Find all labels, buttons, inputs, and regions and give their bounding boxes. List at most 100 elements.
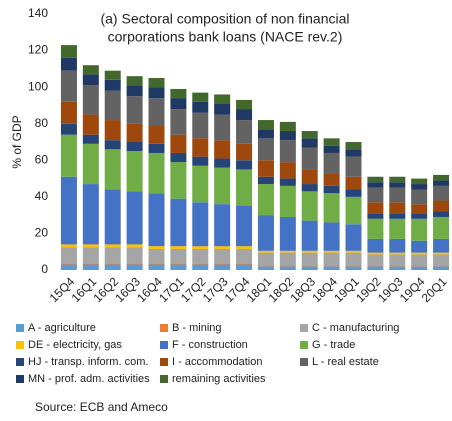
legend-swatch <box>16 324 24 332</box>
bar-segment <box>257 120 274 130</box>
bar-segment <box>192 165 209 203</box>
bar-segment <box>301 147 318 170</box>
bar-segment <box>345 176 362 190</box>
bar-segment <box>236 246 253 249</box>
bar-segment <box>301 131 318 139</box>
legend-label: L - real estate <box>312 356 379 368</box>
bar-segment <box>279 131 296 141</box>
bar-segment <box>279 162 296 179</box>
x-tick-label: 20Q1 <box>419 274 450 305</box>
bar-segment <box>60 264 77 270</box>
bar-segment <box>148 78 165 88</box>
bar-segment <box>411 213 428 219</box>
bar-segment <box>104 70 121 80</box>
bar-segment <box>323 222 340 251</box>
bar-segment <box>411 265 428 267</box>
bar-segment <box>60 45 77 58</box>
bar-segment <box>279 266 296 270</box>
bar-segment <box>214 263 231 265</box>
bar-segment <box>389 182 406 188</box>
bar-segment <box>60 134 77 177</box>
bar-segment <box>148 125 165 144</box>
bar-segment <box>148 98 165 126</box>
legend-label: C - manufacturing <box>312 322 399 334</box>
bar-segment <box>279 265 296 267</box>
bar-segment <box>170 198 187 247</box>
bar-segment <box>192 156 209 166</box>
bar-segment <box>433 266 450 270</box>
bar-segment <box>82 263 99 265</box>
legend-label: remaining activities <box>172 373 266 385</box>
bar-segment <box>345 250 362 253</box>
bar-segment <box>433 265 450 267</box>
bar-segment <box>433 185 450 201</box>
bar-segment <box>214 140 231 159</box>
bar-segment <box>433 180 450 186</box>
legend-label: B - mining <box>172 322 222 334</box>
bar-segment <box>126 151 143 192</box>
bar-segment <box>170 162 187 199</box>
bar-segment <box>389 266 406 270</box>
bar-segment <box>279 140 296 163</box>
bar-segment <box>82 244 99 248</box>
legend-label: F - construction <box>172 339 248 351</box>
legend-swatch <box>160 341 168 349</box>
bar-segment <box>192 112 209 139</box>
bar-segment <box>126 191 143 245</box>
bar-segment <box>148 87 165 99</box>
bar-segment <box>126 244 143 248</box>
y-tick-label: 80 <box>35 116 49 130</box>
bar-segment <box>104 244 121 248</box>
chart-title: corporations bank loans (NACE rev.2) <box>108 29 343 45</box>
bar-segment <box>389 238 406 253</box>
y-tick-label: 120 <box>28 43 48 57</box>
bar-segment <box>433 254 450 266</box>
bar-segment <box>236 206 253 247</box>
bar-segment <box>60 57 77 71</box>
bar-segment <box>126 263 143 265</box>
bar-segment <box>60 176 77 245</box>
y-axis-label: % of GDP <box>10 115 24 168</box>
bar-segment <box>301 184 318 192</box>
bar-segment <box>214 246 231 249</box>
bar-segment <box>236 143 253 161</box>
bar-segment <box>279 178 296 186</box>
bar-segment <box>367 252 384 255</box>
bar-segment <box>170 246 187 249</box>
legend-label: HJ - transp. inform. com. <box>28 356 148 368</box>
bar-segment <box>301 169 318 185</box>
legend-swatch <box>300 341 308 349</box>
bar-segment <box>214 103 231 115</box>
bar-segment <box>367 265 384 267</box>
bar-segment <box>104 263 121 265</box>
bar-segment <box>214 204 231 247</box>
bar-segment <box>301 220 318 251</box>
bar-segment <box>60 247 77 264</box>
bar-segment <box>236 263 253 265</box>
bar-segment <box>323 265 340 267</box>
bar-segment <box>104 90 121 121</box>
bar-segment <box>126 142 143 152</box>
bar-segment <box>236 109 253 121</box>
bar-segment <box>214 94 231 104</box>
bar-segment <box>148 193 165 247</box>
legend-label: A - agriculture <box>28 322 96 334</box>
bar-segment <box>367 213 384 219</box>
bar-segment <box>345 224 362 251</box>
bar-segment <box>257 129 274 139</box>
bar-segment <box>236 120 253 144</box>
bar-segment <box>192 101 209 113</box>
bar-segment <box>236 264 253 270</box>
bar-segment <box>192 138 209 157</box>
bar-segment <box>389 176 406 183</box>
bar-segment <box>323 138 340 146</box>
bar-segment <box>60 263 77 265</box>
bar-segment <box>279 216 296 251</box>
bar-segment <box>367 202 384 214</box>
bar-segment <box>433 174 450 181</box>
bar-segment <box>345 266 362 270</box>
bar-segment <box>60 70 77 102</box>
legend-swatch <box>300 324 308 332</box>
bar-segment <box>104 120 121 141</box>
